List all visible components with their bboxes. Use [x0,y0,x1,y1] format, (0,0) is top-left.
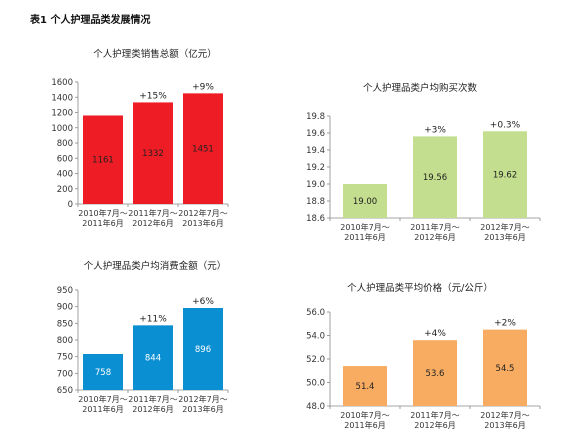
x-tick-label: 2010年7月～ [78,208,127,218]
x-tick-label: 2011年6月 [82,218,123,228]
bar-value-label: 896 [195,345,211,355]
y-tick-label: 200 [57,185,73,195]
average-price-chart: 个人护理品类平均价格（元/公斤） 48.0 50.0 52.0 54.0 56.0 51.… [290,280,550,438]
x-tick-label: 2011年6月 [344,420,385,430]
x-tick-label: 2011年7月～ [128,394,177,404]
y-tick-label: 1400 [51,93,73,103]
chart-plot: 0 200 400 600 800 1000 1200 1400 1600 1161 2010年7月… [51,78,229,228]
sales-total-chart: 个人护理类销售总额（亿元） 0 200 400 600 800 1000 1200 1400 1… [30,46,280,236]
growth-label: +4% [424,329,446,339]
x-tick-label: 2010年7月～ [340,222,389,232]
bar-value-label: 51.4 [356,382,375,392]
bar [83,354,123,390]
bar-value-label: 53.6 [426,369,445,379]
x-tick-label: 2011年6月 [344,232,385,242]
growth-label: +6% [192,297,214,307]
chart-plot: 48.0 50.0 52.0 54.0 56.0 51.4 2010年7月～2011年6月 5… [306,308,541,430]
growth-label: +9% [192,82,214,92]
x-tick-label: 2010年7月～ [340,410,389,420]
chart-title: 个人护理类销售总额（亿元） [93,49,217,60]
y-tick-label: 0 [68,200,73,210]
x-tick-label: 2013年6月 [484,232,525,242]
bar-value-label: 1332 [142,149,164,159]
x-tick-label: 2012年6月 [414,232,455,242]
growth-label: +2% [494,319,516,329]
bar [133,102,173,204]
x-tick-label: 2011年7月～ [410,410,459,420]
y-tick-label: 19.6 [306,129,325,139]
y-tick-label: 750 [57,353,73,363]
y-tick-label: 19.2 [306,163,325,173]
bar-value-label: 844 [145,354,161,364]
y-tick-label: 650 [57,386,73,396]
x-tick-label: 2013年6月 [182,218,223,228]
growth-label: +15% [139,91,167,101]
y-tick-label: 800 [57,336,73,346]
bar [133,325,173,390]
bar [343,184,387,218]
bar [413,340,457,406]
y-tick-label: 48.0 [306,402,325,412]
y-tick-label: 50.0 [306,379,325,389]
y-tick-label: 700 [57,369,73,379]
bar-value-label: 19.00 [353,197,377,207]
chart-title: 个人护理品类户均消费金额（元） [83,261,227,272]
x-tick-label: 2012年6月 [132,218,173,228]
y-tick-label: 400 [57,170,73,180]
bar-value-label: 54.5 [496,364,515,374]
bar-value-label: 1451 [192,145,214,155]
x-tick-label: 2013年6月 [182,404,223,414]
growth-label: +3% [424,125,446,135]
bar-value-label: 1161 [92,156,114,166]
purchase-frequency-chart: 个人护理品类户均购买次数 18.6 18.8 19.0 19.2 19.4 19.6 19.… [290,80,550,250]
bar-value-label: 19.62 [493,171,517,181]
y-tick-label: 900 [57,303,73,313]
growth-label: +11% [139,314,167,324]
x-tick-label: 2012年6月 [414,420,455,430]
x-tick-label: 2011年6月 [82,404,123,414]
chart-title: 个人护理品类户均购买次数 [362,83,477,94]
bar [483,329,527,406]
y-tick-label: 19.4 [306,146,325,156]
bar [183,93,223,204]
chart-plot: 18.6 18.8 19.0 19.2 19.4 19.6 19.8 19.00 2010年7月… [306,112,541,242]
x-tick-label: 2012年7月～ [178,394,227,404]
bar [343,366,387,406]
x-tick-label: 2012年7月～ [480,222,529,232]
y-tick-label: 1000 [51,124,73,134]
y-tick-label: 54.0 [306,332,325,342]
y-tick-label: 800 [57,139,73,149]
y-tick-label: 18.8 [306,197,325,207]
y-tick-label: 1600 [51,78,73,88]
bar [183,308,223,390]
x-tick-label: 2012年6月 [132,404,173,414]
chart-plot: 650 700 750 800 850 900 950 758 2010年7月～2011年6月 8… [57,286,229,414]
bar-value-label: 19.56 [423,173,447,183]
x-tick-label: 2011年7月～ [128,208,177,218]
y-tick-label: 1200 [51,109,73,119]
spend-per-household-chart: 个人护理品类户均消费金额（元） 650 700 750 800 850 900 950 758… [30,258,280,436]
y-tick-label: 950 [57,286,73,296]
bar-value-label: 758 [95,368,111,378]
chart-title: 个人护理品类平均价格（元/公斤） [347,283,493,294]
x-tick-label: 2010年7月～ [78,394,127,404]
growth-label: +0.3% [490,120,521,130]
bar [483,131,527,218]
y-tick-label: 19.0 [306,180,325,190]
y-tick-label: 600 [57,154,73,164]
y-tick-label: 56.0 [306,308,325,318]
x-tick-label: 2012年7月～ [178,208,227,218]
y-tick-label: 850 [57,319,73,329]
y-tick-label: 52.0 [306,355,325,365]
x-tick-label: 2012年7月～ [480,410,529,420]
y-tick-label: 19.8 [306,112,325,122]
bar [413,136,457,218]
bar [83,115,123,204]
page-title: 表1 个人护理品类发展情况 [30,15,151,26]
x-tick-label: 2011年7月～ [410,222,459,232]
y-tick-label: 18.6 [306,214,325,224]
x-tick-label: 2013年6月 [484,420,525,430]
